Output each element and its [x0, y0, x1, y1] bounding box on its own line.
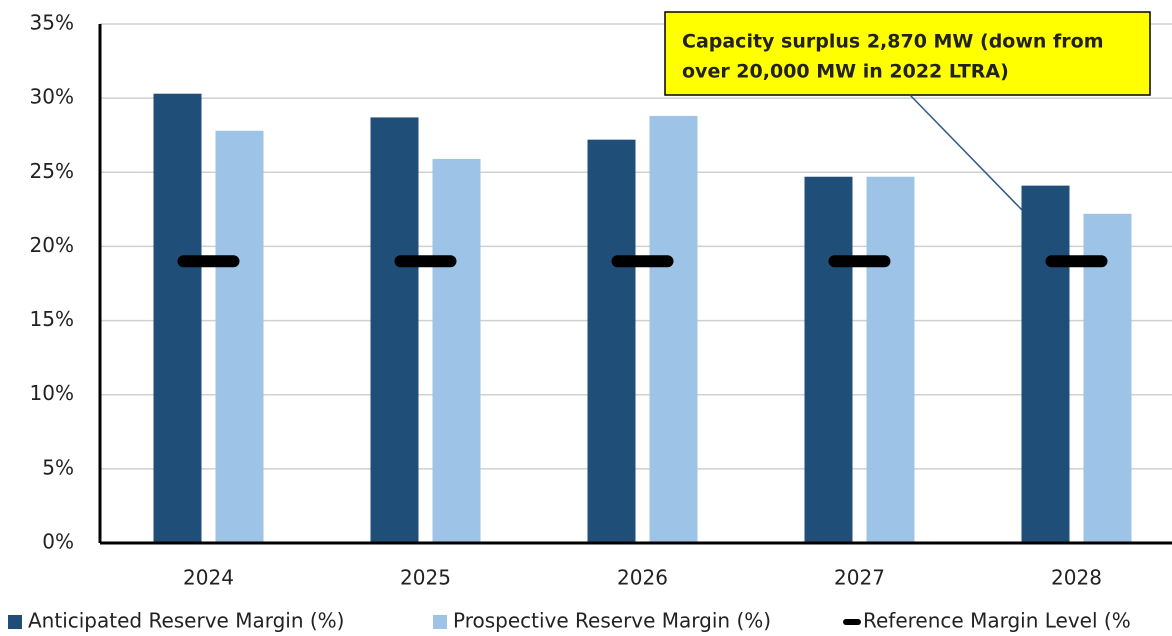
bar: [1021, 185, 1070, 544]
bar: [587, 139, 636, 544]
y-tick-label: 20%: [30, 233, 74, 257]
y-tick-label: 30%: [30, 85, 74, 109]
bar: [153, 93, 202, 544]
y-tick-label: 0%: [42, 530, 74, 554]
annotation-text: over 20,000 MW in 2022 LTRA): [682, 61, 1009, 83]
y-tick-label: 5%: [42, 455, 74, 479]
x-tick-label: 2027: [834, 566, 885, 590]
x-tick-label: 2025: [400, 566, 451, 590]
x-tick-label: 2026: [617, 566, 668, 590]
bar: [1083, 213, 1132, 543]
y-tick-label: 10%: [30, 381, 74, 405]
annotation-leader: [909, 94, 1023, 211]
bar: [866, 176, 915, 543]
legend-label: Prospective Reserve Margin (%): [453, 609, 771, 633]
y-tick-label: 15%: [30, 307, 74, 331]
bar: [432, 158, 481, 543]
bar: [370, 117, 419, 544]
bar: [804, 176, 853, 543]
annotation-text: Capacity surplus 2,870 MW (down from: [682, 31, 1104, 53]
legend-label: Reference Margin Level (%: [863, 609, 1131, 633]
y-tick-label: 35%: [30, 11, 74, 35]
y-tick-label: 25%: [30, 159, 74, 183]
bar: [649, 115, 698, 544]
bar: [215, 130, 264, 543]
legend-label: Anticipated Reserve Margin (%): [28, 609, 344, 633]
annotation-box: [664, 11, 1151, 96]
legend-swatch: [433, 615, 447, 629]
x-tick-label: 2024: [183, 566, 234, 590]
x-tick-label: 2028: [1051, 566, 1102, 590]
legend-swatch: [8, 615, 22, 629]
